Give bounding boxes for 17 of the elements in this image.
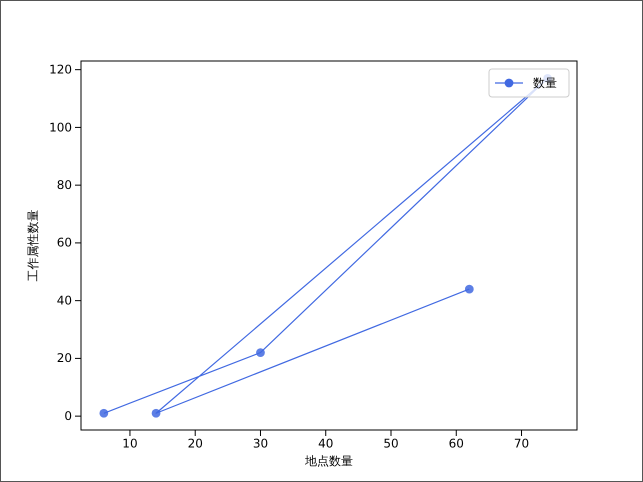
y-tick-label: 0 — [64, 408, 72, 423]
x-tick-label: 30 — [252, 436, 268, 451]
y-tick-label: 100 — [49, 120, 72, 134]
x-axis-title: 地点数量 — [304, 454, 353, 468]
y-tick-label: 60 — [56, 236, 72, 250]
x-tick-label: 40 — [318, 436, 334, 451]
x-tick-label: 20 — [188, 436, 203, 451]
x-tick-label: 10 — [122, 436, 138, 451]
legend-label: 数量 — [533, 76, 557, 90]
y-tick-label: 20 — [56, 351, 72, 366]
x-tick-label: 70 — [514, 436, 530, 451]
x-tick-label: 60 — [448, 436, 464, 451]
y-tick-label: 40 — [56, 293, 72, 308]
y-axis-title: 工作属性数量 — [26, 210, 40, 282]
y-tick-label: 120 — [49, 62, 72, 76]
x-tick-label: 50 — [383, 436, 399, 451]
y-tick-label: 80 — [56, 178, 72, 192]
